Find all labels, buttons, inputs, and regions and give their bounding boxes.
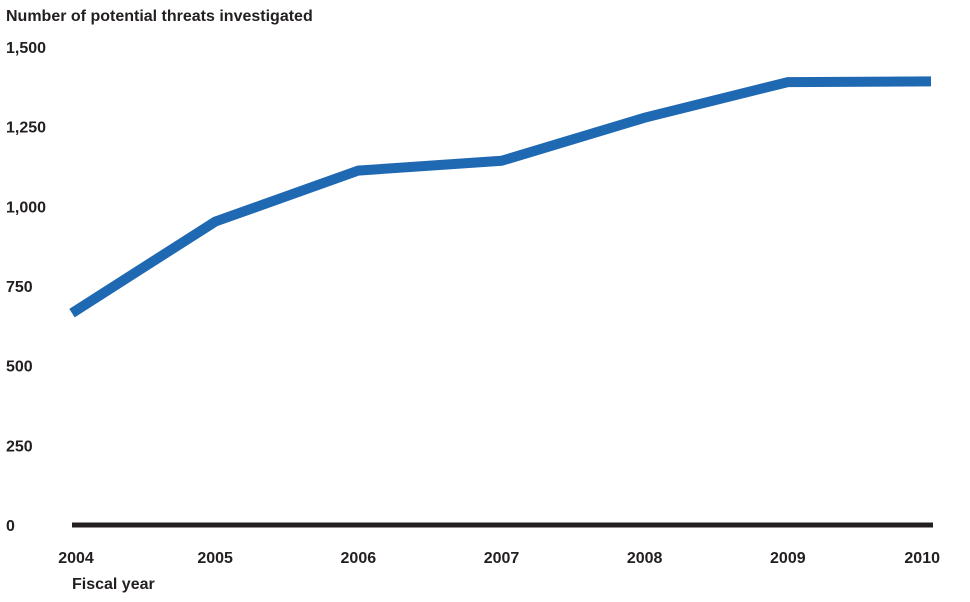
y-tick-label: 0 bbox=[6, 518, 15, 535]
series-group bbox=[69, 76, 932, 318]
x-tick-label: 2006 bbox=[341, 550, 377, 567]
y-tick-label: 500 bbox=[6, 359, 33, 376]
y-tick-label: 1,250 bbox=[6, 120, 46, 137]
y-tick-label: 750 bbox=[6, 279, 33, 296]
x-axis-tick-labels: 2004 2005 2006 2007 2008 2009 2010 bbox=[58, 550, 940, 567]
y-axis-tick-labels: 0 250 500 750 1,000 1,250 1,500 bbox=[6, 40, 46, 535]
series-line bbox=[69, 76, 932, 318]
x-tick-label: 2010 bbox=[904, 550, 940, 567]
y-tick-label: 250 bbox=[6, 438, 33, 455]
x-tick-label: 2008 bbox=[627, 550, 663, 567]
y-axis-title: Number of potential threats investigated bbox=[6, 8, 313, 25]
x-tick-label: 2004 bbox=[58, 550, 94, 567]
y-tick-label: 1,000 bbox=[6, 199, 46, 216]
y-tick-label: 1,500 bbox=[6, 40, 46, 57]
x-axis-title: Fiscal year bbox=[72, 576, 155, 593]
x-tick-label: 2009 bbox=[770, 550, 806, 567]
x-tick-label: 2005 bbox=[197, 550, 233, 567]
x-tick-label: 2007 bbox=[484, 550, 520, 567]
